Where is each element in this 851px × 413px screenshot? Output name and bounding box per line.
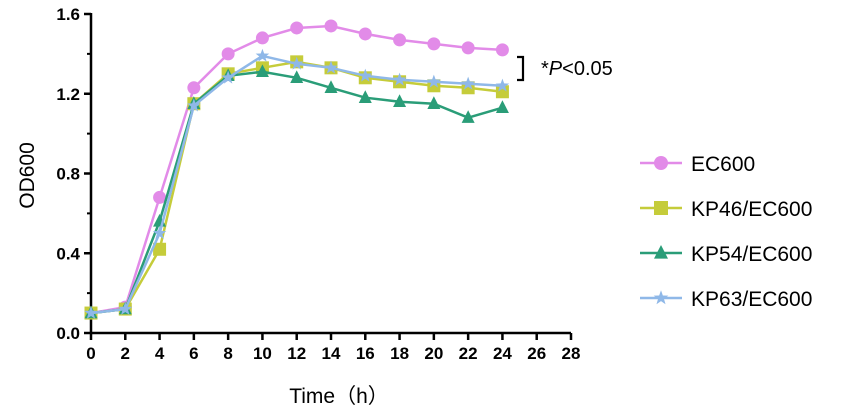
legend-label: KP63/EC600 xyxy=(691,288,812,311)
data-point xyxy=(187,98,201,112)
data-point xyxy=(290,70,304,84)
data-point xyxy=(255,64,269,78)
data-point xyxy=(358,27,372,41)
data-point xyxy=(461,76,475,90)
series-line xyxy=(90,60,503,315)
y-tick-label: 1.6 xyxy=(56,5,80,24)
significance-threshold: <0.05 xyxy=(562,58,613,80)
series-kp54-ec600 xyxy=(84,64,509,319)
legend-marker xyxy=(654,201,668,215)
x-tick-label: 2 xyxy=(121,344,130,363)
data-point xyxy=(221,70,235,84)
x-tick-label: 10 xyxy=(253,344,272,363)
x-tick-label: 6 xyxy=(189,344,198,363)
x-tick-label: 8 xyxy=(223,344,232,363)
legend-item: KP54/EC600 xyxy=(640,243,812,266)
y-axis-title: OD600 xyxy=(16,142,39,209)
x-tick-label: 0 xyxy=(86,344,95,363)
significance-prefix: * xyxy=(541,58,549,80)
legend-marker xyxy=(653,290,669,305)
y-tick-label: 0.8 xyxy=(56,165,80,184)
data-point xyxy=(324,19,338,33)
legend-marker xyxy=(654,244,668,259)
data-point xyxy=(358,68,373,82)
data-point xyxy=(289,56,304,70)
legend-label: KP54/EC600 xyxy=(691,243,812,266)
x-tick-label: 12 xyxy=(287,344,306,363)
x-tick-label: 18 xyxy=(390,344,409,363)
legend-marker xyxy=(654,156,668,170)
data-point xyxy=(221,47,235,61)
x-axis-title: Time（h） xyxy=(289,385,389,408)
data-point xyxy=(255,48,270,62)
legend-item: EC600 xyxy=(640,153,755,176)
x-tick-label: 16 xyxy=(356,344,375,363)
data-point xyxy=(255,31,269,45)
y-tick-label: 1.2 xyxy=(56,85,80,104)
legend-item: KP63/EC600 xyxy=(640,288,812,311)
data-point xyxy=(461,41,475,55)
data-point xyxy=(152,226,167,240)
data-point xyxy=(427,96,441,109)
significance-label: *P<0.05 xyxy=(541,58,613,80)
data-point xyxy=(324,60,338,74)
data-point xyxy=(392,72,407,86)
data-point xyxy=(118,301,133,315)
data-point xyxy=(324,80,338,94)
legend-label: KP46/EC600 xyxy=(691,198,812,221)
data-point xyxy=(84,305,98,319)
data-point xyxy=(495,78,510,92)
data-point xyxy=(427,37,441,51)
legend-item: KP46/EC600 xyxy=(640,198,812,221)
x-tick-label: 20 xyxy=(424,344,443,363)
significance-annotation: *P<0.05 xyxy=(517,55,613,82)
data-point xyxy=(393,33,407,47)
x-tick-label: 4 xyxy=(155,344,165,363)
y-tick-label: 0.0 xyxy=(56,324,80,343)
data-point xyxy=(427,74,441,88)
x-tick-label: 24 xyxy=(493,344,512,363)
data-point xyxy=(290,21,304,35)
series-line xyxy=(90,70,503,315)
x-tick-label: 26 xyxy=(527,344,546,363)
x-tick-label: 28 xyxy=(562,344,581,363)
series-line xyxy=(90,54,503,315)
y-tick-label: 0.4 xyxy=(56,244,80,263)
series-kp63-ec600 xyxy=(84,48,510,319)
data-point xyxy=(358,90,372,103)
data-point xyxy=(153,242,167,256)
axes: 0 2 4 6 8 10 12 14 16 18 20 22 24 26 280.00.40.81.21.6 xyxy=(56,5,580,363)
x-tick-label: 22 xyxy=(459,344,478,363)
significance-bracket xyxy=(517,55,525,82)
significance-p: P xyxy=(549,58,563,80)
legend-label: EC600 xyxy=(691,153,755,176)
x-tick-label: 14 xyxy=(322,344,341,363)
legend: EC600 KP46/EC600 KP54/EC600 KP63/EC600 xyxy=(640,153,812,311)
data-point xyxy=(153,190,167,204)
series-layer xyxy=(84,19,510,320)
data-point xyxy=(495,43,509,57)
data-point xyxy=(393,94,407,107)
data-point xyxy=(495,100,509,113)
data-point xyxy=(187,81,201,95)
series-kp46-ec600 xyxy=(84,55,509,320)
data-point xyxy=(461,110,475,123)
series-line xyxy=(90,24,503,315)
